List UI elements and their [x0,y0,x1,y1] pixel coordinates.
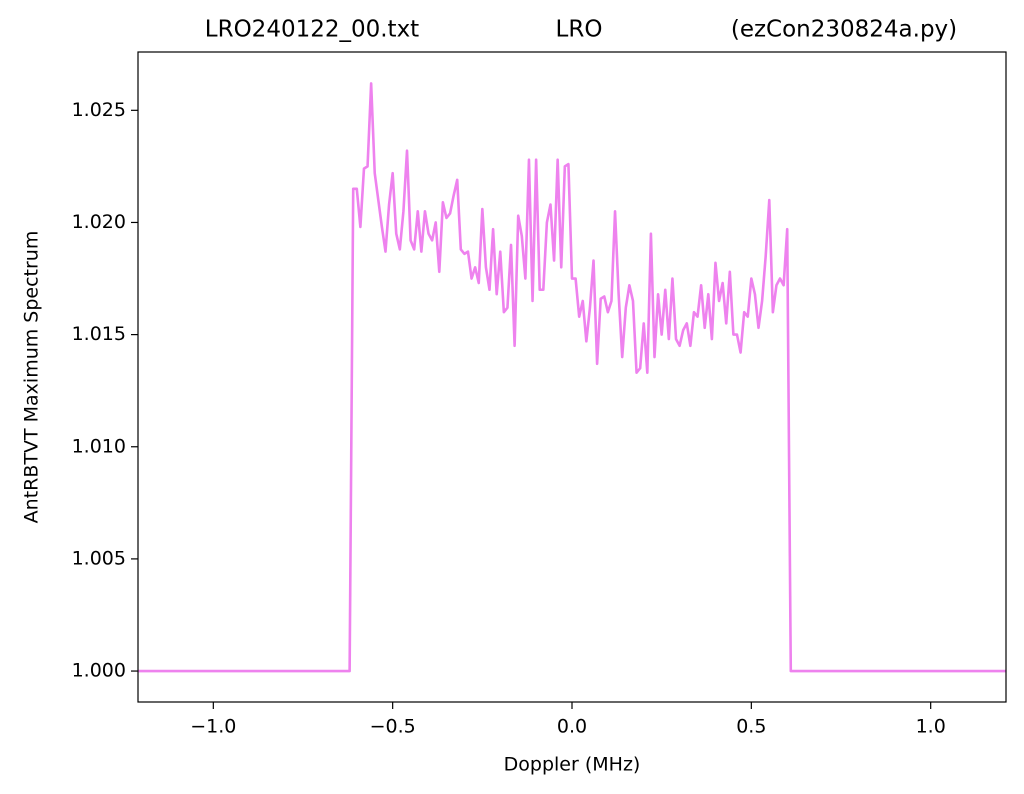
y-tick-label: 1.025 [72,99,126,121]
x-tick-label: −1.0 [190,716,236,738]
title-left: LRO240122_00.txt [205,17,419,43]
y-tick-label: 1.020 [72,211,126,233]
title-center: LRO [556,17,603,43]
plot-frame [137,51,1007,703]
x-tick-label: 0.5 [736,716,766,738]
x-tick-label: −0.5 [370,716,416,738]
y-tick-label: 1.000 [72,660,126,682]
x-tick-label: 1.0 [916,716,946,738]
x-axis-label: Doppler (MHz) [504,754,641,776]
y-tick-label: 1.010 [72,435,126,457]
y-axis-label: AntRBTVT Maximum Spectrum [21,231,43,524]
y-tick-label: 1.015 [72,323,126,345]
title-right: (ezCon230824a.py) [731,17,957,43]
y-tick-label: 1.005 [72,547,126,569]
data-line [138,82,1006,673]
x-tick-label: 0.0 [557,716,587,738]
